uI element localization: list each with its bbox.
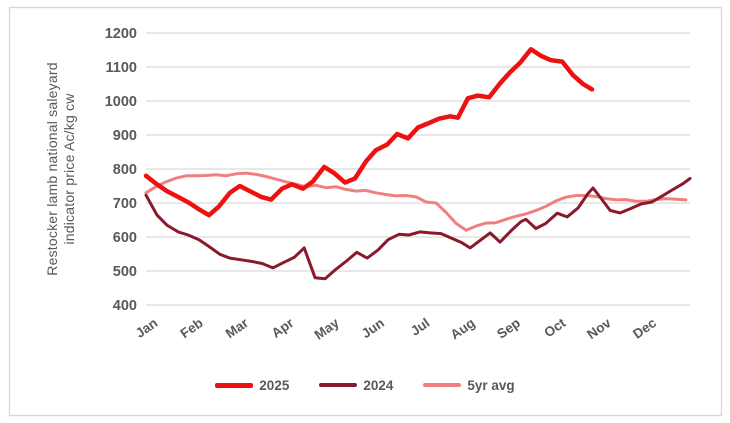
- series-line-2025: [143, 47, 595, 218]
- series-line-2024: [144, 177, 692, 281]
- legend-line-swatch-2025: [215, 382, 254, 388]
- legend-label-2024: 2024: [363, 377, 394, 393]
- y-tick-label-600: 600: [113, 230, 137, 246]
- legend-item-2024: 2024: [319, 378, 393, 393]
- legend: 2025 2024 5yr avg: [0, 372, 730, 398]
- legend-label-5yr-avg: 5yr avg: [467, 377, 515, 393]
- x-tick-label-dec: Dec: [630, 315, 659, 342]
- y-tick-label-900: 900: [113, 128, 137, 144]
- x-tick-label-sep: Sep: [494, 315, 523, 341]
- y-tick-label-400: 400: [113, 298, 137, 314]
- gridlines: [146, 32, 690, 306]
- x-tick-label-jun: Jun: [359, 315, 387, 341]
- y-tick-label-700: 700: [113, 196, 137, 212]
- y-tick-label-1000: 1000: [105, 94, 137, 110]
- x-tick-label-aug: Aug: [448, 315, 478, 342]
- y-tick-label-1200: 1200: [105, 26, 137, 42]
- x-tick-label-may: May: [312, 315, 343, 343]
- y-axis-tick-labels: 400 500 600 700 800 900 1000 1100 1200: [105, 26, 137, 314]
- x-tick-label-mar: Mar: [223, 315, 252, 341]
- x-tick-label-feb: Feb: [177, 315, 205, 341]
- y-tick-label-1100: 1100: [106, 60, 137, 76]
- y-tick-label-500: 500: [113, 264, 137, 280]
- legend-item-2025: 2025: [215, 378, 289, 393]
- y-axis-title-line2: indicator price Ac/kg cw: [61, 93, 77, 245]
- chart-border: [8, 6, 723, 417]
- x-axis-month-labels: Jan Feb Mar Apr May Jun Jul Aug Sep Oct Nov Dec: [133, 315, 660, 343]
- y-tick-label-800: 800: [113, 162, 137, 178]
- x-tick-label-apr: Apr: [269, 315, 297, 341]
- x-tick-label-nov: Nov: [584, 315, 614, 342]
- y-axis-title-line1: Restocker lamb national saleyard: [44, 62, 60, 276]
- legend-label-2025: 2025: [259, 377, 290, 393]
- x-tick-label-jul: Jul: [408, 315, 433, 338]
- y-axis-title: Restocker lamb national saleyard indicat…: [44, 29, 80, 309]
- x-tick-label-jan: Jan: [133, 315, 161, 341]
- series-line-5yr-avg: [144, 171, 688, 232]
- legend-line-swatch-5yr-avg: [423, 383, 462, 387]
- legend-line-swatch-2024: [319, 383, 358, 387]
- series-lines: [143, 47, 692, 281]
- x-tick-label-oct: Oct: [541, 315, 568, 340]
- legend-item-5yr-avg: 5yr avg: [423, 377, 515, 393]
